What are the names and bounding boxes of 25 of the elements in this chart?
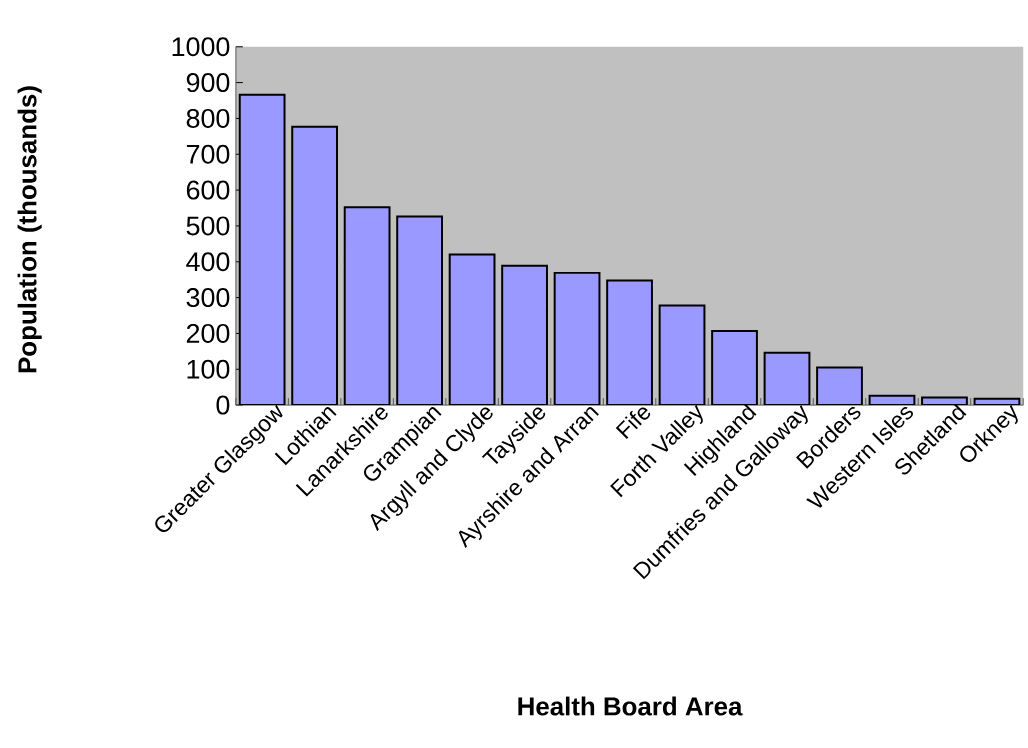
- y-tick-label: 300: [186, 287, 230, 307]
- bar: [816, 366, 863, 405]
- bar: [291, 125, 339, 405]
- y-tick-label: 400: [186, 252, 230, 272]
- y-tick-label: 500: [186, 216, 230, 236]
- bar: [396, 215, 443, 405]
- y-tick-label: 200: [186, 323, 230, 343]
- bar: [553, 271, 601, 405]
- y-tick-label: 100: [187, 359, 230, 379]
- y-axis-title: Population (thousands): [17, 86, 42, 373]
- x-axis-title: Health Board Area: [518, 696, 743, 716]
- bar: [711, 329, 758, 405]
- bar: [343, 206, 391, 405]
- bar: [238, 93, 286, 405]
- x-tick-label: Fife: [615, 407, 651, 439]
- y-tick-label: 700: [186, 144, 230, 164]
- bar: [448, 253, 496, 405]
- y-tick-label: 600: [186, 180, 230, 200]
- bar: [763, 351, 811, 405]
- y-tick-label: 1000: [172, 37, 230, 57]
- bar: [501, 264, 548, 405]
- y-tick-label: 800: [186, 108, 230, 128]
- bar: [658, 304, 706, 405]
- y-tick-label: 900: [186, 72, 230, 92]
- bar: [606, 279, 653, 405]
